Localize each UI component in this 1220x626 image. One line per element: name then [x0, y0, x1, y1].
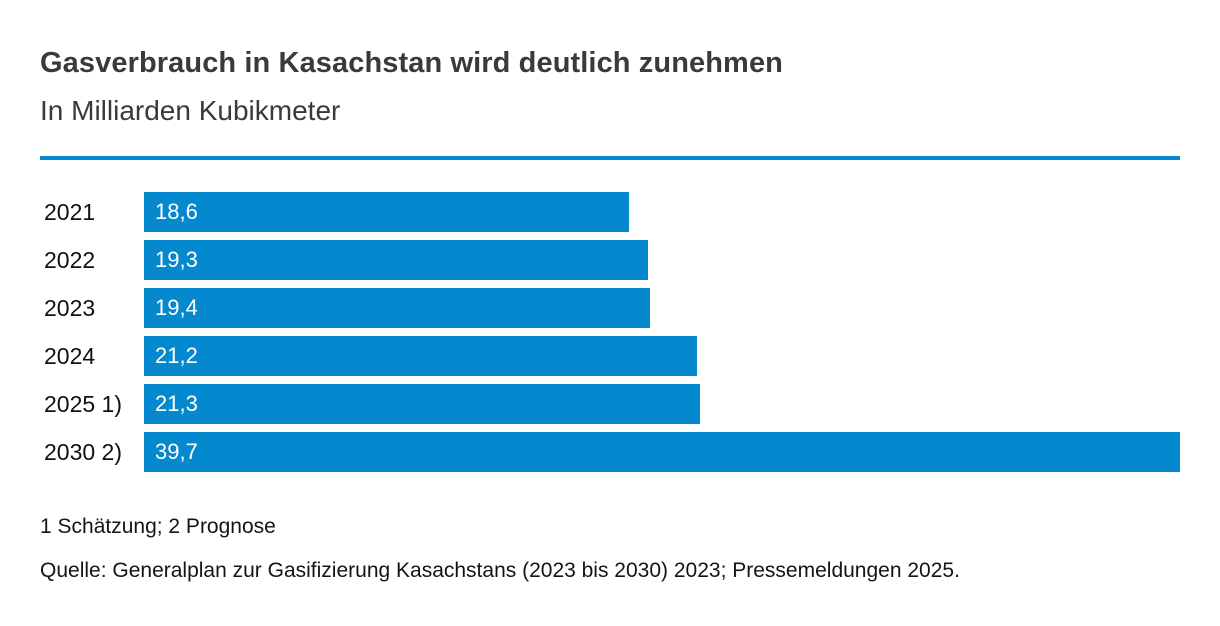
chart-row: 2025 1) 21,3: [40, 384, 1180, 424]
chart-subtitle: In Milliarden Kubikmeter: [40, 95, 341, 126]
category-label: 2023: [44, 294, 96, 321]
bar-track: 18,6: [144, 192, 1180, 232]
bar-value-label: 21,3: [155, 391, 198, 416]
category-label: 2030 2): [44, 438, 123, 465]
bar: 19,3: [144, 240, 648, 280]
chart-row: 2022 19,3: [40, 240, 1180, 280]
category-label: 2022: [44, 246, 96, 273]
bar: 21,2: [144, 336, 698, 376]
bar-track: 21,2: [144, 336, 1180, 376]
chart-row: 2024 21,2: [40, 336, 1180, 376]
accent-divider: [40, 156, 1180, 160]
bar: 21,3: [144, 384, 700, 424]
bar-value-label: 21,2: [155, 343, 198, 368]
bar-value-label: 39,7: [155, 439, 198, 464]
source-line: Quelle: Generalplan zur Gasifizierung Ka…: [40, 559, 960, 582]
footnote: 1 Schätzung; 2 Prognose: [40, 515, 276, 538]
bar-chart: 2021 18,6 2022 19,3 2023 19,4 2024 21,2 2025 1) 2…: [40, 192, 1180, 472]
chart-row: 2023 19,4: [40, 288, 1180, 328]
chart-title: Gasverbrauch in Kasachstan wird deutlich…: [40, 47, 783, 79]
category-label: 2024: [44, 342, 96, 369]
chart-row: 2030 2) 39,7: [40, 432, 1180, 472]
bar: 19,4: [144, 288, 651, 328]
bar-value-label: 19,4: [155, 295, 198, 320]
bar-track: 19,3: [144, 240, 1180, 280]
bar: 18,6: [144, 192, 630, 232]
bar-track: 39,7: [144, 432, 1180, 472]
category-label: 2021: [44, 198, 96, 225]
bar-track: 21,3: [144, 384, 1180, 424]
bar-track: 19,4: [144, 288, 1180, 328]
category-label: 2025 1): [44, 390, 123, 417]
bar-value-label: 19,3: [155, 247, 198, 272]
bar: 39,7: [144, 432, 1180, 472]
chart-row: 2021 18,6: [40, 192, 1180, 232]
bar-value-label: 18,6: [155, 199, 198, 224]
